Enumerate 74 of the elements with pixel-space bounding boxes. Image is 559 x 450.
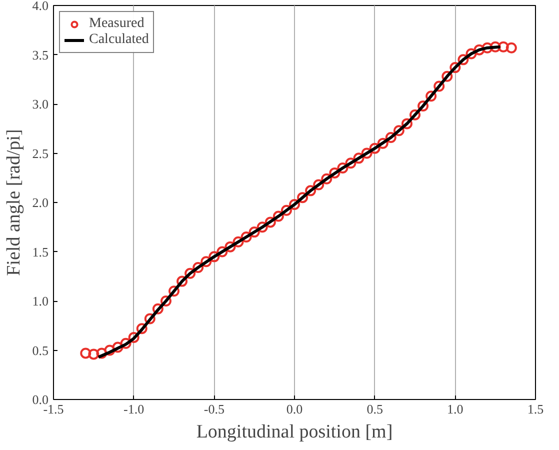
point <box>176 276 188 287</box>
x-tick-label: -1.0 <box>124 402 144 416</box>
point <box>297 192 308 204</box>
legend-label: Calculated <box>89 32 149 48</box>
point <box>80 348 92 359</box>
point <box>248 226 260 238</box>
point <box>361 148 372 159</box>
point <box>313 179 324 190</box>
point <box>305 185 316 196</box>
x-tick-label: 0.5 <box>366 402 383 416</box>
point <box>104 344 116 356</box>
y-tick-label: 0.5 <box>32 342 48 358</box>
y-tick-label: 3.0 <box>32 96 48 112</box>
point <box>482 42 493 54</box>
point <box>160 296 172 306</box>
point <box>498 41 509 52</box>
point <box>216 246 228 258</box>
point <box>256 222 268 233</box>
point <box>272 210 284 222</box>
point <box>442 70 453 82</box>
point <box>144 313 156 324</box>
point <box>410 109 420 120</box>
point <box>232 236 244 248</box>
y-tick-label: 1.0 <box>32 294 48 308</box>
point <box>393 125 404 136</box>
point <box>321 173 332 184</box>
point <box>490 41 501 52</box>
y-axis-title: Field angle [rad/pi] <box>3 129 24 276</box>
point <box>329 167 340 178</box>
point <box>289 198 300 210</box>
x-tick-label: 0.0 <box>286 402 303 416</box>
point <box>474 44 485 56</box>
point <box>96 348 108 359</box>
point <box>208 251 220 262</box>
x-tick-label: -0.5 <box>204 402 224 416</box>
point <box>466 48 477 60</box>
x-tick-label: 1.0 <box>447 402 464 416</box>
y-tick-label: 2.5 <box>32 146 48 161</box>
y-tick-label: 0.0 <box>32 392 48 407</box>
line-series <box>96 45 502 359</box>
point <box>240 231 252 242</box>
y-tick-label: 2.0 <box>32 195 48 210</box>
point <box>184 268 196 279</box>
point <box>385 132 396 143</box>
point <box>377 138 388 149</box>
point <box>369 142 380 154</box>
y-tick-label: 3.5 <box>32 47 48 62</box>
point <box>345 158 356 169</box>
point <box>224 241 236 252</box>
point <box>280 204 292 216</box>
point <box>128 332 140 343</box>
point <box>120 338 132 349</box>
point <box>112 342 124 353</box>
point <box>337 162 348 174</box>
point <box>152 303 164 314</box>
point <box>426 90 437 102</box>
point <box>434 80 445 92</box>
point <box>458 54 469 66</box>
point <box>401 118 412 130</box>
x-axis-title: Longitudinal position [m] <box>196 422 393 442</box>
point <box>88 348 100 360</box>
point <box>192 262 204 273</box>
point <box>506 42 517 54</box>
x-tick-label: 1.5 <box>527 402 544 416</box>
point <box>200 256 212 268</box>
y-tick-label: 4.0 <box>32 0 48 13</box>
legend-label: Measured <box>89 16 144 32</box>
point <box>264 216 276 228</box>
point <box>353 152 364 164</box>
point <box>450 62 461 74</box>
point <box>168 286 180 297</box>
point <box>418 100 429 112</box>
y-tick-label: 1.5 <box>32 244 48 260</box>
point <box>136 323 148 334</box>
